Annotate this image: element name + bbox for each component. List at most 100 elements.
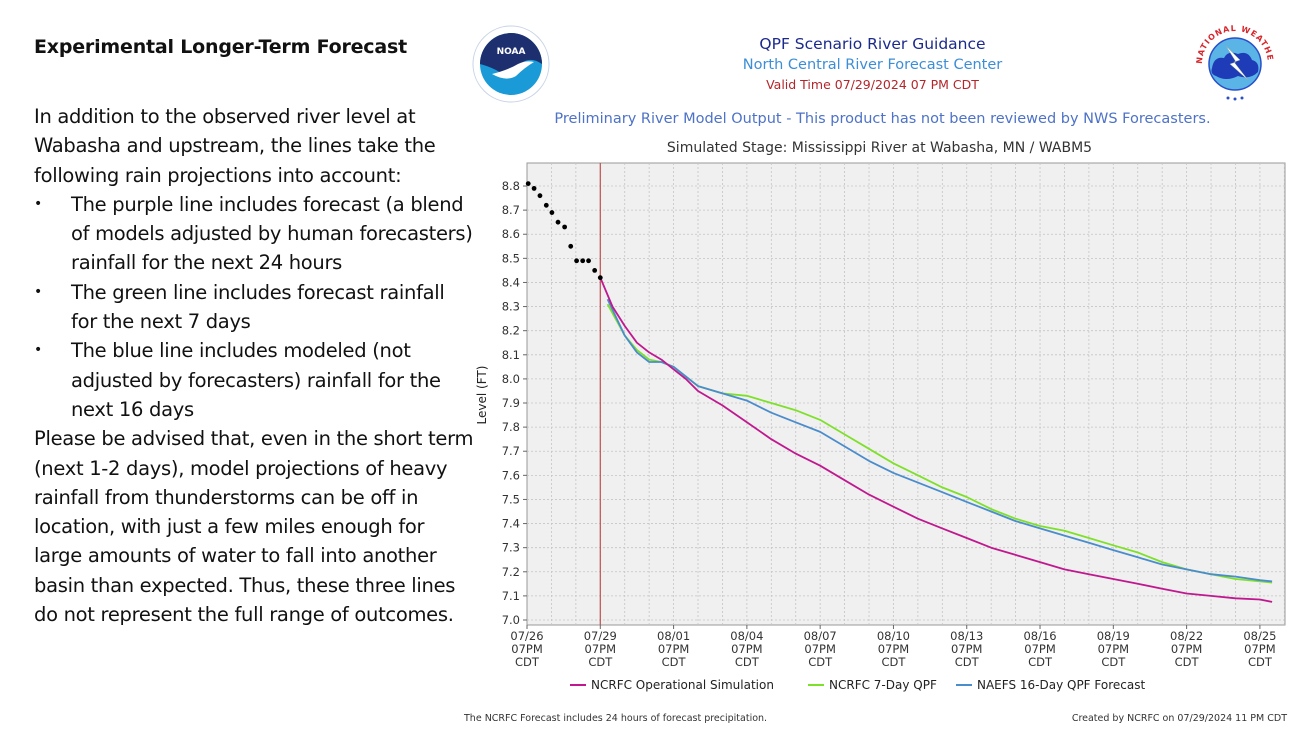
y-tick-label: 7.5 [502,492,520,506]
x-tick-label: CDT [955,655,980,669]
observed-point [549,210,555,215]
plot-svg: 7.0 7.1 7.2 7.3 7.4 7.5 7.6 7.7 7.8 7.9 8.0 8.1 8.2 8… [475,162,1286,692]
x-tick-label: 08/10 [877,629,910,643]
legend-label: NCRFC 7-Day QPF [829,678,937,692]
x-tick-label: CDT [1028,655,1053,669]
x-tick-label: 07PM [1171,642,1203,656]
y-tick-label: 7.9 [502,396,520,410]
list-item-blue: • The blue line includes modeled (not adj… [34,336,474,424]
y-tick-label: 7.1 [502,589,520,603]
list-item-text: The green line includes forecast rainfal… [71,280,445,334]
legend: NCRFC Operational Simulation NCRFC 7-Day … [570,678,1145,692]
y-axis: 7.0 7.1 7.2 7.3 7.4 7.5 7.6 7.7 7.8 7.9 8.0 8.1 8.2 8… [502,179,527,627]
x-tick-label: CDT [735,655,760,669]
river-guidance-chart: NOAA QPF Scenario River Guidance North C… [460,20,1305,732]
y-tick-label: 8.2 [502,324,520,338]
series-line-operational [599,277,1273,603]
series-lines [599,277,1273,603]
observed-point [537,193,543,199]
panel-closing: Please be advised that, even in the shor… [34,427,474,627]
list-item-text: The purple line includes forecast (a ble… [71,192,473,275]
x-tick-label: 07/26 [510,629,543,643]
rain-projection-list: • The purple line includes forecast (a bl… [34,190,474,424]
y-tick-label: 8.6 [502,227,520,241]
x-tick-label: 07PM [878,642,910,656]
left-text-panel: Experimental Longer-Term Forecast In add… [34,36,474,629]
bullet-icon: • [34,283,42,300]
bullet-icon: • [34,342,42,359]
x-tick-label: CDT [808,655,833,669]
observed-point [562,224,568,230]
observed-point [555,219,561,225]
x-tick-label: 08/25 [1243,629,1276,643]
y-tick-label: 8.7 [502,203,520,217]
gridlines [527,163,1285,625]
x-tick-label: CDT [881,655,906,669]
x-tick-label: 07PM [951,642,983,656]
nws-logo-icon: NATIONAL WEATHER SERVICE [1190,24,1274,101]
observed-point [597,275,603,281]
panel-heading: Experimental Longer-Term Forecast [34,36,407,58]
observed-point [525,181,531,187]
x-tick-label: 07PM [731,642,763,656]
y-tick-label: 7.4 [502,517,520,531]
x-tick-label: 07PM [1244,642,1276,656]
x-tick-label: 08/04 [730,629,763,643]
y-tick-label: 7.7 [502,444,520,458]
observed-point [580,258,586,264]
legend-label: NAEFS 16-Day QPF Forecast [977,678,1145,692]
x-tick-label: 08/16 [1023,629,1056,643]
x-tick-label: CDT [588,655,613,669]
y-tick-label: 7.8 [502,420,520,434]
observed-point [592,268,598,273]
chart-header-subtitle: North Central River Forecast Center [742,57,1003,73]
list-item-green: • The green line includes forecast rainfa… [34,278,474,337]
y-tick-label: 7.0 [502,613,520,627]
y-tick-label: 8.0 [502,372,520,386]
y-tick-label: 8.8 [502,179,520,193]
x-tick-label: 07PM [804,642,836,656]
x-tick-label: 07/29 [584,629,617,643]
x-tick-label: 07PM [585,642,617,656]
y-tick-label: 8.1 [502,348,520,362]
panel-intro: In addition to the observed river level … [34,105,436,187]
x-tick-label: 08/22 [1170,629,1203,643]
x-tick-label: CDT [515,655,540,669]
x-tick-label: 07PM [1098,642,1130,656]
bullet-icon: • [34,195,42,212]
x-tick-label: CDT [1101,655,1126,669]
observed-point [531,186,537,191]
noaa-logo-text: NOAA [497,47,526,57]
valid-time: Valid Time 07/29/2024 07 PM CDT [766,77,979,92]
observed-point [568,243,574,249]
plot-area [526,162,1286,626]
y-axis-label: Level (FT) [475,366,489,425]
noaa-logo-icon: NOAA [472,25,550,103]
x-tick-label: 08/07 [804,629,837,643]
chart-header-title: QPF Scenario River Guidance [759,35,986,53]
y-tick-label: 8.3 [502,300,520,314]
y-tick-label: 7.3 [502,541,520,555]
x-tick-label: 07PM [1024,642,1056,656]
x-tick-label: 08/13 [950,629,983,643]
x-tick-label: 08/19 [1097,629,1130,643]
chart-title: Simulated Stage: Mississippi River at Wa… [666,140,1093,156]
y-tick-label: 7.6 [502,468,520,482]
legend-label: NCRFC Operational Simulation [591,678,774,692]
y-tick-label: 8.5 [502,251,520,265]
footer-note: The NCRFC Forecast includes 24 hours of … [464,713,768,724]
x-tick-label: CDT [662,655,687,669]
preliminary-disclaimer: Preliminary River Model Output - This pr… [554,111,1211,127]
observed-point [574,258,579,264]
footer-created: Created by NCRFC on 07/29/2024 11 PM CDT [1071,713,1287,724]
x-tick-label: 08/01 [657,629,690,643]
x-axis: 07/2607PMCDT07/2907PMCDT08/0107PMCDT08/0… [510,625,1276,669]
series-line-naefs16 [606,298,1273,583]
y-tick-label: 8.4 [502,275,520,289]
x-tick-label: CDT [1175,655,1200,669]
y-tick-label: 7.2 [502,565,520,579]
x-tick-label: 07PM [511,642,543,656]
observed-point [543,202,549,208]
observed-point [586,258,591,264]
observed-points [525,181,603,281]
